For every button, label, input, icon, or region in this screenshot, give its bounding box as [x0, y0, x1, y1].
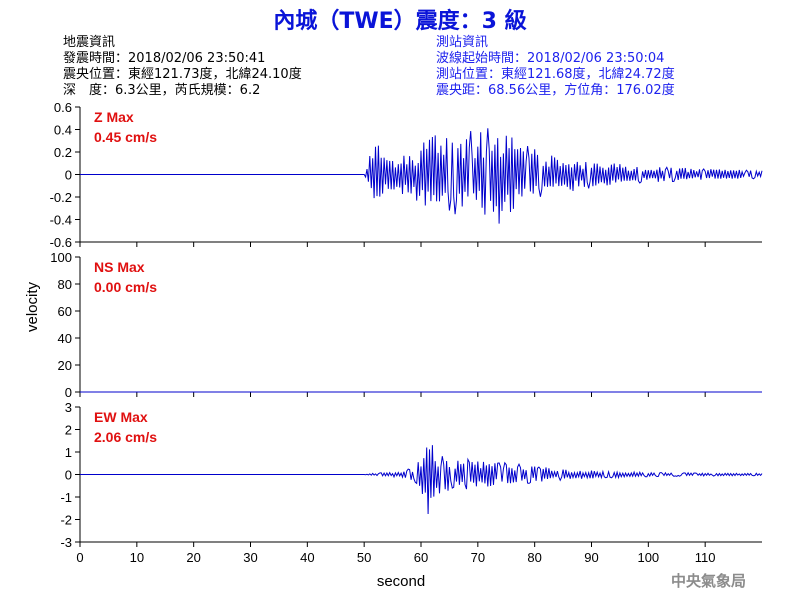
y-tick-label: 40 [58, 331, 72, 346]
panel-max-value-z: 0.45 cm/s [94, 129, 157, 145]
y-tick-label: 0.4 [54, 123, 72, 138]
y-tick-label: 100 [50, 250, 72, 265]
x-tick-label: 50 [357, 550, 371, 565]
x-tick-label: 60 [414, 550, 428, 565]
quake-depth-magnitude: 深 度：6.3公里，芮氏規模：6.2 [63, 83, 261, 98]
quake-origin-time: 發震時間：2018/02/06 23:50:41 [63, 51, 266, 66]
station-distance-azimuth: 震央距：68.56公里，方位角：176.02度 [436, 83, 675, 98]
x-tick-label: 0 [76, 550, 83, 565]
waveform-ew-series [80, 445, 763, 515]
station-start-time: 波線起始時間：2018/02/06 23:50:04 [436, 51, 665, 66]
y-tick-label: 0 [65, 468, 72, 483]
y-tick-label: -2 [60, 513, 72, 528]
panel-label-ns: NS Max [94, 259, 145, 275]
x-tick-label: 100 [637, 550, 659, 565]
cwb-watermark: 中央氣象局 [670, 572, 746, 590]
y-tick-label: 80 [58, 277, 72, 292]
x-tick-label: 110 [695, 550, 716, 565]
y-tick-label: 20 [58, 358, 72, 373]
station-info-heading: 測站資訊 [436, 35, 489, 50]
y-tick-label: 3 [65, 400, 72, 415]
quake-epicenter: 震央位置：東經121.73度，北緯24.10度 [63, 67, 302, 82]
panel-label-z: Z Max [94, 109, 134, 125]
station-location: 測站位置：東經121.68度，北緯24.72度 [436, 67, 675, 82]
y-tick-label: -0.2 [50, 190, 72, 205]
panel-max-value-ew: 2.06 cm/s [94, 429, 157, 445]
quake-info-heading: 地震資訊 [63, 35, 116, 50]
x-tick-label: 80 [527, 550, 541, 565]
y-tick-label: -1 [60, 490, 72, 505]
y-tick-label: -0.4 [50, 213, 72, 228]
y-tick-label: 1 [65, 445, 72, 460]
y-tick-label: 60 [58, 304, 72, 319]
y-tick-label: -3 [60, 535, 72, 550]
x-tick-label: 30 [243, 550, 257, 565]
y-tick-label: 0 [65, 385, 72, 400]
panel-label-ew: EW Max [94, 409, 148, 425]
x-tick-label: 40 [300, 550, 314, 565]
y-tick-label: 0.2 [54, 145, 72, 160]
panel-max-value-ns: 0.00 cm/s [94, 279, 157, 295]
x-axis-title: second [377, 573, 425, 590]
y-tick-label: 0 [65, 168, 72, 183]
y-tick-label: -0.6 [50, 235, 72, 250]
quake-info-block: 地震資訊 發震時間：2018/02/06 23:50:41 震央位置：東經121… [63, 35, 302, 99]
y-axis-title: velocity [24, 281, 41, 332]
x-tick-label: 20 [186, 550, 200, 565]
y-tick-label: 2 [65, 423, 72, 438]
chart-title: 內城（TWE）震度：3 級 [273, 9, 527, 34]
station-info-block: 測站資訊 波線起始時間：2018/02/06 23:50:04 測站位置：東經1… [436, 35, 675, 99]
x-tick-label: 10 [130, 550, 144, 565]
x-tick-label: 90 [584, 550, 598, 565]
waveform-z-series [80, 128, 763, 224]
y-tick-label: 0.6 [54, 100, 72, 115]
x-tick-label: 70 [471, 550, 485, 565]
